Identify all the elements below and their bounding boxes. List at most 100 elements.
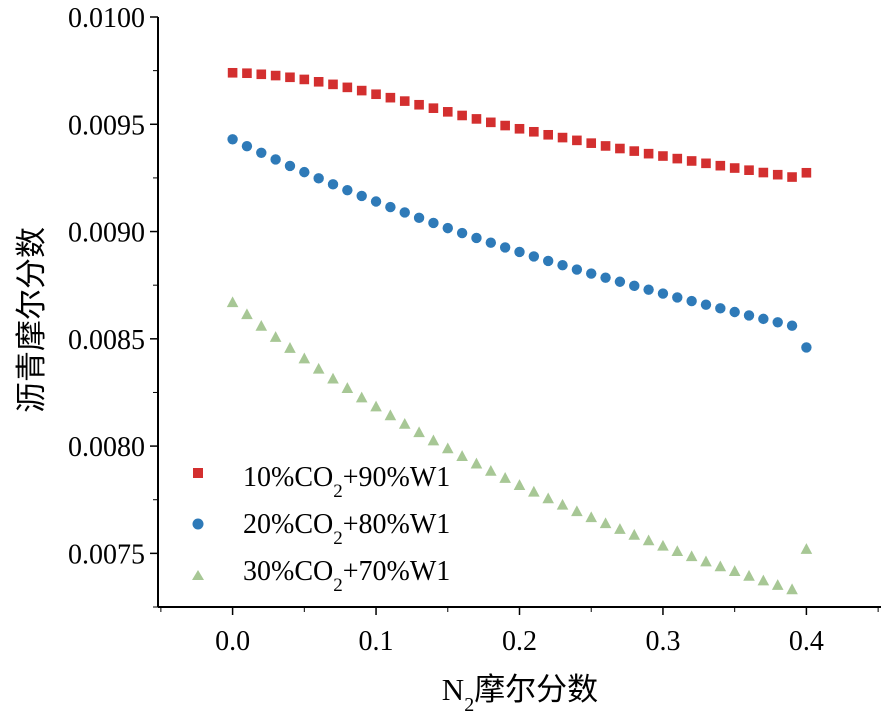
data-point-circle xyxy=(801,342,812,353)
data-point-circle xyxy=(442,222,453,234)
data-point-circle xyxy=(672,292,683,303)
data-point-circle xyxy=(227,134,238,145)
data-point-triangle xyxy=(714,560,727,572)
data-point-triangle xyxy=(384,409,397,421)
x-axis-label: N2摩尔分数 xyxy=(442,672,598,716)
data-point-square xyxy=(772,169,783,180)
data-point-triangle xyxy=(427,434,440,446)
data-point-circle xyxy=(729,306,740,318)
legend-label-series-1: 10%CO2+90%W1 xyxy=(243,462,450,502)
data-point-triangle xyxy=(312,362,325,374)
data-point-circle xyxy=(643,284,654,295)
data-point-triangle xyxy=(499,472,511,483)
data-point-square xyxy=(414,99,424,110)
data-point-square xyxy=(428,103,439,113)
data-point-triangle xyxy=(614,523,626,534)
legend-square-marker xyxy=(193,468,203,478)
data-point-square xyxy=(328,79,338,90)
data-point-triangle xyxy=(556,498,569,510)
data-point-triangle xyxy=(398,417,411,429)
data-point-triangle xyxy=(327,372,339,384)
data-point-triangle xyxy=(571,505,583,517)
series-1 xyxy=(227,67,812,182)
data-point-triangle xyxy=(757,574,770,586)
y-ticks: 0.0075 0.0080 0.0085 0.0090 0.0095 0.0100 xyxy=(68,3,158,608)
data-point-square xyxy=(801,167,812,178)
data-point-square xyxy=(313,76,324,87)
data-point-circle xyxy=(542,255,554,267)
x-axis-label-suffix: 摩尔分数 xyxy=(474,672,598,707)
y-tick-label: 0.0080 xyxy=(68,432,145,463)
data-point-triangle xyxy=(743,569,755,581)
data-point-square xyxy=(658,151,668,161)
data-point-circle xyxy=(471,232,482,244)
data-point-circle xyxy=(571,264,583,275)
data-point-circle xyxy=(686,295,697,307)
data-point-circle xyxy=(629,280,640,292)
data-point-circle xyxy=(700,299,712,310)
x-tick-label: 0.1 xyxy=(359,626,394,657)
data-point-square xyxy=(256,69,267,80)
data-point-circle xyxy=(499,242,511,253)
data-point-triangle xyxy=(370,400,382,412)
data-point-circle xyxy=(327,179,339,190)
data-point-triangle xyxy=(485,464,497,476)
data-point-square xyxy=(572,135,582,146)
data-point-square xyxy=(586,138,597,148)
data-point-square xyxy=(356,85,367,96)
data-point-circle xyxy=(715,303,726,314)
data-point-square xyxy=(615,143,625,154)
data-point-square xyxy=(457,110,467,121)
data-point-triangle xyxy=(800,543,813,554)
data-point-circle xyxy=(514,246,525,258)
legend-label-subscript: 2 xyxy=(333,575,343,596)
data-point-square xyxy=(529,126,539,137)
data-point-triangle xyxy=(255,319,268,331)
legend: 10%CO2+90%W1 20%CO2+80%W1 30%CO2+70%W1 xyxy=(192,462,450,596)
data-point-triangle xyxy=(642,534,655,546)
data-point-square xyxy=(557,132,568,143)
x-tick-label: 0.4 xyxy=(789,626,824,657)
data-point-square xyxy=(729,163,740,173)
data-point-triangle xyxy=(542,492,554,504)
legend-label-suffix: +70%W1 xyxy=(343,556,451,587)
data-point-square xyxy=(701,158,711,169)
legend-triangle-marker xyxy=(192,570,204,580)
x-tick-label: 0.2 xyxy=(502,626,537,657)
data-point-triangle xyxy=(528,485,540,497)
data-point-circle xyxy=(413,212,425,224)
data-point-circle xyxy=(557,260,568,271)
x-axis-label-subscript: 2 xyxy=(464,694,474,716)
data-point-circle xyxy=(428,217,439,229)
legend-label-prefix: 10%CO xyxy=(243,462,333,493)
data-point-circle xyxy=(356,190,367,202)
data-point-triangle xyxy=(355,391,368,403)
data-point-circle xyxy=(385,201,396,213)
data-point-triangle xyxy=(470,457,483,469)
data-point-circle xyxy=(614,276,626,287)
legend-item-series-2: 20%CO2+80%W1 xyxy=(192,509,451,549)
legend-label-subscript: 2 xyxy=(333,528,343,549)
data-point-triangle xyxy=(599,517,612,529)
data-point-square xyxy=(744,165,754,175)
data-point-square xyxy=(270,70,281,81)
series-3 xyxy=(226,296,813,595)
data-point-square xyxy=(543,129,553,140)
data-point-circle xyxy=(399,207,410,218)
data-point-triangle xyxy=(413,426,425,438)
legend-label-prefix: 30%CO xyxy=(243,556,333,587)
data-point-circle xyxy=(370,196,382,207)
legend-label-suffix: +80%W1 xyxy=(343,509,451,540)
data-point-square xyxy=(514,123,525,134)
data-point-square xyxy=(471,114,482,124)
x-ticks: 0.0 0.1 0.2 0.3 0.4 xyxy=(160,607,879,657)
data-point-circle xyxy=(241,140,253,152)
data-point-triangle xyxy=(671,545,684,557)
data-point-triangle xyxy=(241,308,253,320)
legend-item-series-3: 30%CO2+70%W1 xyxy=(192,556,450,596)
legend-label-subscript: 2 xyxy=(333,481,343,502)
data-point-circle xyxy=(485,237,497,248)
data-point-circle xyxy=(657,288,669,299)
data-point-circle xyxy=(786,320,798,331)
